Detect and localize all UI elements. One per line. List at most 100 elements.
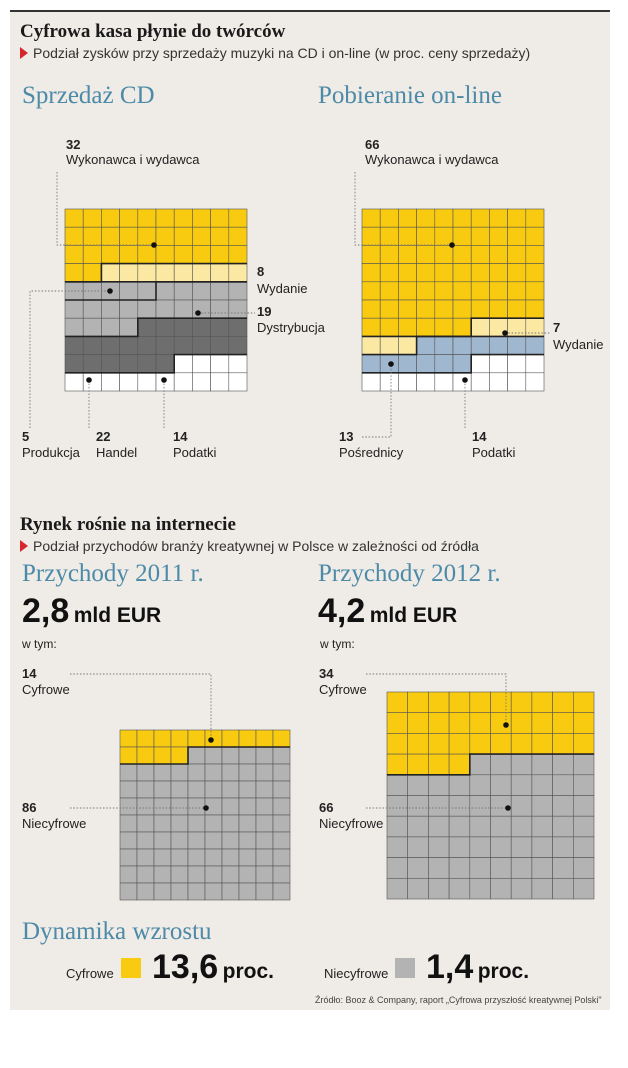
cd-waffle-cell xyxy=(101,245,120,264)
cd-waffle-cell xyxy=(210,226,230,246)
rev2012-waffle-cell xyxy=(469,753,491,776)
cd-waffle-cell xyxy=(155,226,175,246)
rev2011-waffle-cell xyxy=(153,729,172,748)
rev2012-waffle-cell xyxy=(448,753,471,776)
rev2011-waffle-cell xyxy=(204,746,223,765)
cd-artist-dot xyxy=(151,242,157,248)
rev2011-waffle-cell xyxy=(204,848,223,867)
section2-title: Rynek rośnie na internecie xyxy=(20,514,236,535)
top-rule xyxy=(10,10,610,12)
rev2012-digital-value: 34 xyxy=(319,666,334,681)
online-waffle-cell xyxy=(525,226,545,246)
online-intermediaries-dot xyxy=(388,361,394,367)
online-waffle-cell xyxy=(489,226,508,246)
section2-subtitle: Podział przychodów branży kreatywnej w P… xyxy=(20,538,479,554)
online-waffle-cell xyxy=(398,354,417,374)
rev2011-waffle-cell xyxy=(272,882,291,901)
rev2011-waffle-cell xyxy=(136,865,155,884)
rev2012-of-which: w tym: xyxy=(320,637,355,651)
rev2012-waffle-cell xyxy=(510,712,533,734)
online-waffle-cell xyxy=(452,245,472,264)
online-waffle-cell xyxy=(434,281,454,301)
online-waffle-cell xyxy=(470,317,490,337)
online-waffle-cell xyxy=(507,226,527,246)
online-waffle-cell xyxy=(452,336,472,355)
rev2012-waffle-cell xyxy=(469,774,491,796)
rev2012-waffle-cell xyxy=(448,774,471,796)
rev2012-waffle-cell xyxy=(510,774,533,796)
cd-distribution-value: 19 xyxy=(257,304,272,319)
rev2012-waffle-cell xyxy=(469,857,491,879)
online-waffle-cell xyxy=(361,263,381,283)
rev2011-waffle-cell xyxy=(238,780,257,799)
cd-waffle-cell xyxy=(228,299,248,319)
cd-waffle-cell xyxy=(155,281,175,301)
rev2011-waffle-cell xyxy=(153,763,172,782)
rev2011-waffle-cell xyxy=(221,865,240,884)
cd-waffle-cell xyxy=(137,372,157,392)
online-waffle-cell xyxy=(434,299,454,319)
rev2012-waffle-cell xyxy=(531,712,553,734)
growth-digital-unit: proc. xyxy=(222,960,274,983)
rev2011-waffle-cell xyxy=(170,763,189,782)
rev2011-waffle-cell xyxy=(170,814,189,833)
rev2011-waffle-cell xyxy=(170,848,189,867)
growth-nondigital-value: 1,4 xyxy=(426,948,474,986)
source-note: Źródło: Booz & Company, raport „Cyfrowa … xyxy=(315,995,602,1005)
rev2012-waffle-cell xyxy=(428,877,450,900)
rev2011-waffle-cell xyxy=(255,831,274,850)
cd-production-dot xyxy=(107,288,113,294)
online-waffle-cell xyxy=(398,317,417,337)
online-waffle-boundary xyxy=(362,335,544,356)
cd-publishing-value: 8 xyxy=(257,264,265,279)
rev2012-waffle-cell xyxy=(386,712,409,734)
online-waffle-cell xyxy=(525,281,545,301)
rev2012-waffle-cell xyxy=(572,691,595,714)
rev2011-waffle-cell xyxy=(136,848,155,867)
rev2011-waffle-cell xyxy=(272,780,291,799)
online-artist-dot xyxy=(449,242,455,248)
cd-waffle-cell xyxy=(173,263,193,283)
cd-waffle-cell xyxy=(155,208,175,228)
online-waffle-cell xyxy=(489,281,508,301)
online-waffle-cell xyxy=(416,263,436,283)
online-waffle-cell xyxy=(470,372,490,392)
rev2011-waffle-cell xyxy=(221,729,240,748)
online-waffle-cell xyxy=(489,263,508,283)
online-waffle-cell xyxy=(379,336,399,355)
online-waffle-cell xyxy=(361,245,381,264)
online-waffle-cell xyxy=(525,354,545,374)
rev2011-waffle-cell xyxy=(255,814,274,833)
rev2011-waffle-cell xyxy=(255,729,274,748)
cd-waffle-cell xyxy=(119,226,139,246)
rev2012-waffle-cell xyxy=(386,836,409,858)
rev2012-waffle-cell xyxy=(572,815,595,838)
rev2011-waffle-cell xyxy=(204,729,223,748)
cd-waffle-cell xyxy=(82,354,102,374)
cd-waffle-cell xyxy=(101,354,120,374)
rev2012-waffle-cell xyxy=(490,857,512,879)
online-waffle-cell xyxy=(452,281,472,301)
online-waffle-cell xyxy=(416,372,436,392)
cd-waffle-cell xyxy=(210,245,230,264)
online-waffle-cell xyxy=(525,317,545,337)
cd-waffle-cell xyxy=(155,263,175,283)
online-waffle-cell xyxy=(379,263,399,283)
rev2011-digital-label: Cyfrowe xyxy=(22,682,70,697)
cd-waffle-cell xyxy=(228,208,248,228)
cd-waffle-cell xyxy=(101,208,120,228)
rev2011-waffle-cell xyxy=(136,729,155,748)
rev2012-waffle-cell xyxy=(572,774,595,796)
online-waffle-cell xyxy=(379,208,399,228)
rev2011-digital-leader xyxy=(70,673,212,740)
rev2012-waffle-cell xyxy=(510,836,533,858)
cd-waffle-cell xyxy=(64,226,84,246)
online-waffle-cell xyxy=(416,336,436,355)
rev2011-waffle-cell xyxy=(153,865,172,884)
rev2011-waffle-cell xyxy=(204,831,223,850)
online-waffle-cell xyxy=(434,372,454,392)
rev2011-waffle-cell xyxy=(119,729,138,748)
online-waffle-cell xyxy=(398,336,417,355)
online-waffle-cell xyxy=(434,336,454,355)
cd-waffle-cell xyxy=(192,245,211,264)
